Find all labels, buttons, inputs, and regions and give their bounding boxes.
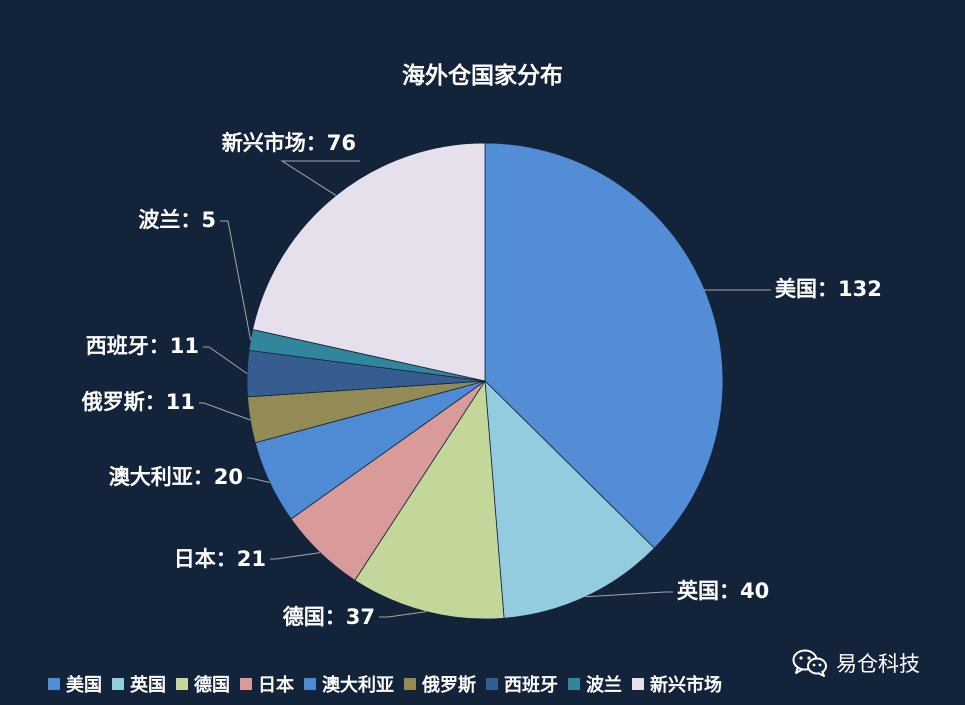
legend-item: 日本 — [240, 671, 294, 697]
wechat-icon — [792, 649, 827, 677]
legend-swatch — [568, 678, 580, 690]
legend: 美国 英国 德国 日本 澳大利亚 俄罗斯 西班牙 波兰 新兴市场 — [48, 668, 732, 700]
legend-label: 波兰 — [586, 675, 622, 696]
legend-item: 西班牙 — [486, 671, 558, 697]
legend-swatch — [632, 678, 644, 690]
leader-line — [704, 288, 771, 291]
legend-item: 英国 — [112, 671, 166, 697]
data-label: 西班牙：11 — [86, 334, 199, 358]
legend-label: 西班牙 — [504, 675, 558, 696]
slice-1 — [484, 142, 724, 549]
leader-line — [199, 402, 251, 421]
legend-swatch — [240, 678, 252, 690]
legend-label: 新兴市场 — [650, 675, 722, 696]
legend-item: 澳大利亚 — [304, 671, 394, 697]
legend-item: 波兰 — [568, 671, 622, 697]
watermark-text: 易仓科技 — [836, 652, 920, 676]
data-label: 德国：37 — [283, 605, 375, 629]
leader-line — [379, 611, 427, 618]
legend-label: 德国 — [194, 675, 230, 696]
legend-swatch — [304, 678, 316, 690]
leader-line — [270, 552, 321, 560]
legend-label: 日本 — [258, 675, 294, 696]
legend-swatch — [176, 678, 188, 690]
pie-slices — [246, 142, 724, 620]
data-label: 日本：21 — [174, 547, 266, 571]
legend-item: 德国 — [176, 671, 230, 697]
legend-item: 俄罗斯 — [404, 671, 476, 697]
leader-line — [280, 160, 360, 196]
legend-label: 澳大利亚 — [322, 675, 394, 696]
data-label: 波兰：5 — [138, 208, 216, 232]
data-label: 英国：40 — [677, 579, 769, 603]
legend-label: 英国 — [130, 675, 166, 696]
data-label: 美国：132 — [775, 277, 882, 301]
leader-line — [247, 477, 270, 483]
legend-label: 美国 — [66, 675, 102, 696]
leader-line — [220, 220, 252, 340]
legend-swatch — [112, 678, 124, 690]
legend-item: 新兴市场 — [632, 671, 722, 697]
data-label: 新兴市场：76 — [222, 131, 356, 155]
legend-swatch — [48, 678, 60, 690]
legend-label: 俄罗斯 — [422, 675, 476, 696]
slice-3 — [354, 379, 505, 620]
leader-line — [203, 346, 248, 375]
legend-swatch — [486, 678, 498, 690]
pie-labels: 美国：132 英国：40 德国：37 日本：21 澳大利亚：20 俄罗斯：11 西班牙：11… — [81, 131, 882, 629]
legend-item: 美国 — [48, 671, 102, 697]
watermark: 易仓科技 — [792, 648, 920, 678]
slice-9 — [252, 142, 486, 382]
leader-line — [585, 591, 673, 598]
chart-title: 海外仓国家分布 — [402, 63, 563, 89]
data-label: 俄罗斯：11 — [81, 390, 195, 414]
legend-swatch — [404, 678, 416, 690]
data-label: 澳大利亚：20 — [109, 465, 243, 489]
